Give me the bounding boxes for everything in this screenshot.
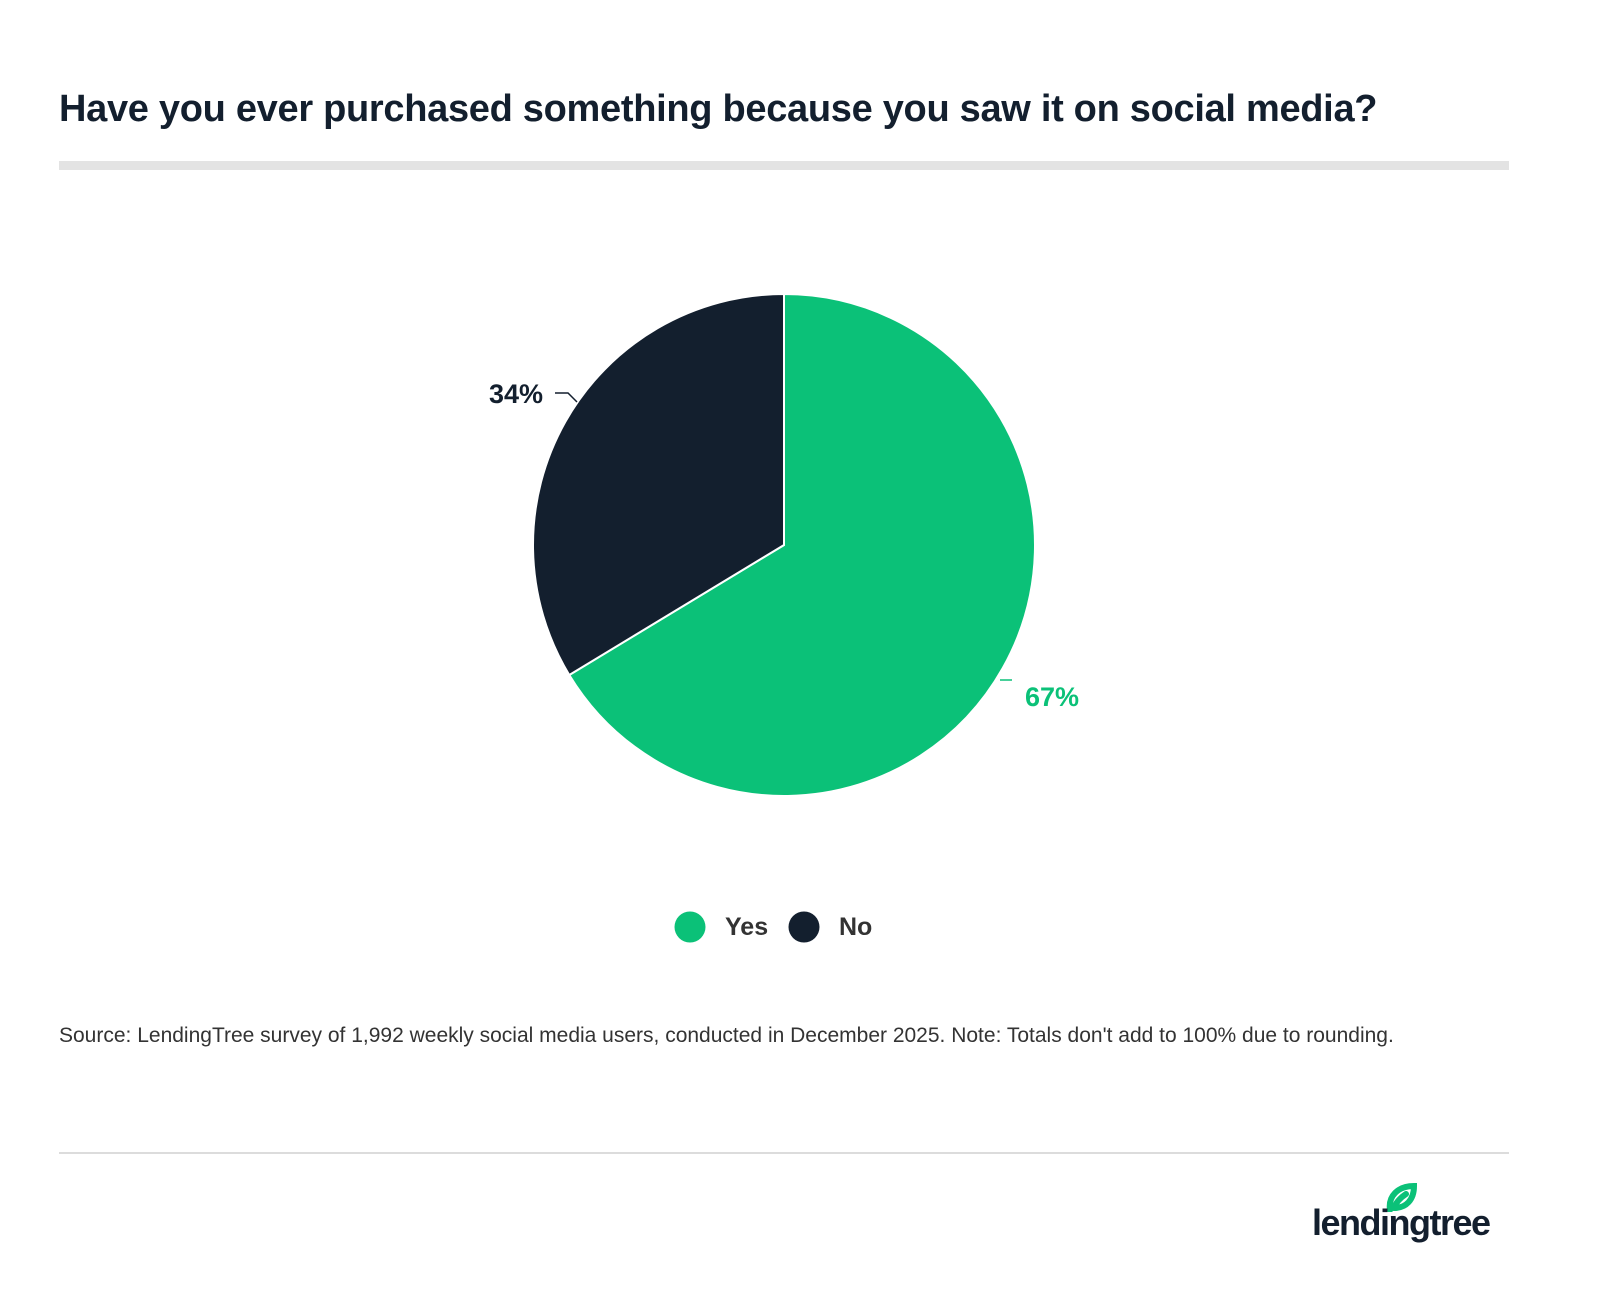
- legend-label-yes: Yes: [725, 913, 768, 941]
- logo-text: lendingtree: [1312, 1202, 1491, 1243]
- pie-slice-yes: [567, 292, 1036, 797]
- leaf-icon: [1386, 1182, 1418, 1212]
- legend-label-no: No: [839, 913, 872, 941]
- source-note: Source: LendingTree survey of 1,992 week…: [59, 1024, 1394, 1047]
- legend-swatch-yes: [674, 911, 706, 943]
- lendingtree-logo: lendingtree: [1312, 1180, 1512, 1250]
- title-divider: [59, 161, 1509, 170]
- leader-line-no: [555, 392, 578, 403]
- data-label-yes: 67%: [1025, 682, 1079, 712]
- footer-divider: [59, 1152, 1509, 1154]
- pie-chart: 67% 34% Yes No: [489, 292, 1079, 943]
- chart-title: Have you ever purchased something becaus…: [59, 88, 1378, 130]
- data-label-no: 34%: [489, 379, 543, 409]
- legend-swatch-no: [788, 911, 820, 943]
- pie-slice-no: [532, 292, 785, 677]
